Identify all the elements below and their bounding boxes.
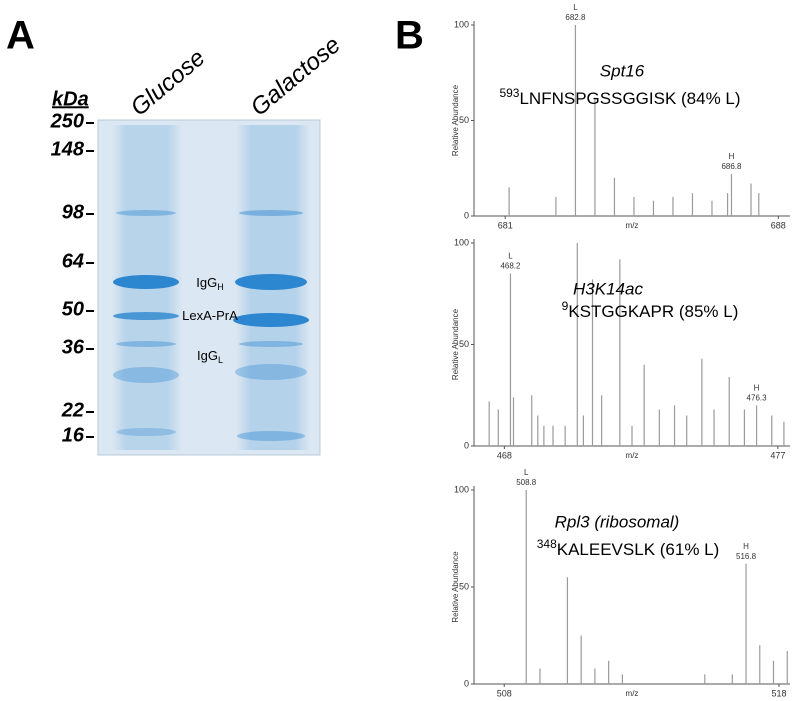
y-axis-label: Relative Abundance [451,308,460,380]
peptide: 9KSTGGKAPR (85% L) [562,299,739,321]
band-label: IgGH [196,275,223,292]
marker-label: 64 [62,250,84,272]
x-tick-label: 688 [771,220,786,230]
unit-label: kDa [52,88,89,110]
lane-label: Galactose [246,31,346,121]
y-axis-label: Relative Abundance [451,84,460,156]
band-sub: H [217,282,224,292]
y-tick-label: 50 [459,581,469,591]
band-label: LexA-PrA [182,308,238,323]
panel-letter: B [395,14,424,58]
y-tick-label: 50 [459,115,469,125]
peptide-position: 593 [499,86,519,100]
x-axis-label: m/z [626,451,639,460]
peak-letter: H [754,384,760,393]
peptide-position: 9 [562,299,569,313]
x-tick-label: 508 [497,688,512,698]
marker-label: 50 [62,298,84,320]
peptide-sequence: LNFNSPGSSGGISK (84% L) [519,89,740,108]
peptide-position: 348 [537,537,557,551]
peak-mz: 682.8 [565,13,586,22]
panel-letter: A [6,14,35,58]
x-axis-label: m/z [626,689,639,698]
band-sub: L [218,355,223,365]
gel [97,119,321,456]
y-tick-label: 100 [454,237,469,247]
peak-letter: L [524,468,529,477]
peak-mz: 516.8 [736,552,757,561]
peak-mz: 686.8 [721,162,742,171]
peptide-sequence: KSTGGKAPR (85% L) [568,302,738,321]
x-tick-label: 681 [498,220,513,230]
marker-label: 250 [50,110,84,132]
marker-label: 36 [62,336,85,358]
band-label: IgGL [197,348,223,365]
y-tick-label: 50 [459,339,469,349]
x-tick-label: 477 [770,450,785,460]
marker-label: 98 [62,201,85,223]
y-tick-label: 0 [464,678,469,688]
y-tick-label: 0 [464,440,469,450]
peptide-title: Spt16 [600,61,645,80]
x-tick-label: 518 [771,688,786,698]
marker-label: 148 [51,138,85,160]
y-tick-label: 100 [454,19,469,29]
y-axis-label: Relative Abundance [451,551,460,623]
peak-mz: 476.3 [747,394,768,403]
peptide: 348KALEEVSLK (61% L) [537,537,720,559]
marker-label: 22 [61,399,84,421]
peak-letter: L [508,252,513,261]
peak-letter: H [743,542,749,551]
peptide-title: H3K14ac [573,279,643,298]
peak-letter: L [573,3,578,12]
band-text: IgG [197,348,218,363]
peptide-sequence: KALEEVSLK (61% L) [557,540,720,559]
peptide-title: Rpl3 (ribosomal) [555,512,680,531]
marker-label: 16 [62,424,85,446]
y-tick-label: 100 [454,484,469,494]
y-tick-label: 0 [464,210,469,220]
lane-label: Glucose [126,44,211,121]
peak-mz: 508.8 [516,478,537,487]
x-axis-label: m/z [626,221,639,230]
peptide: 593LNFNSPGSSGGISK (84% L) [499,86,740,108]
band-text: IgG [196,275,217,290]
x-tick-label: 468 [497,450,512,460]
peak-letter: H [729,152,735,161]
band-text: LexA-PrA [182,308,238,323]
peak-mz: 468.2 [500,262,521,271]
